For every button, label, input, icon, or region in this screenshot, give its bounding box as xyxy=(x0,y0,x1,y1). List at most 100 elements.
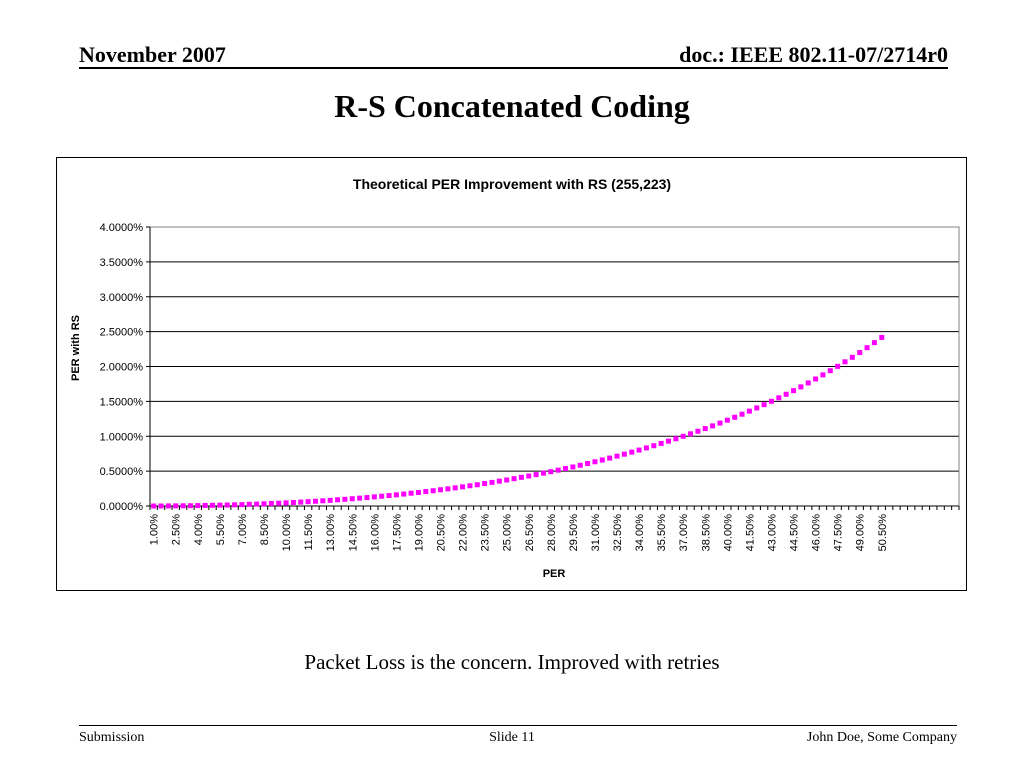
data-point xyxy=(445,486,451,492)
x-tick-label: 31.00% xyxy=(590,514,602,552)
data-point xyxy=(842,359,848,365)
data-point xyxy=(415,489,421,495)
data-point xyxy=(312,498,318,504)
x-tick-label: 25.00% xyxy=(502,514,514,552)
y-tick-label: 4.0000% xyxy=(100,222,144,234)
data-point xyxy=(327,497,333,503)
x-tick-label: 49.00% xyxy=(855,514,867,552)
header-divider xyxy=(79,67,948,69)
slide-caption: Packet Loss is the concern. Improved wit… xyxy=(304,650,720,674)
header-doc-id: doc.: IEEE 802.11-07/2714r0 xyxy=(679,42,948,67)
data-point xyxy=(423,489,429,495)
y-tick-label: 3.0000% xyxy=(100,292,144,304)
data-point xyxy=(724,417,730,423)
gridlines xyxy=(150,226,959,472)
data-point xyxy=(776,395,782,401)
data-point xyxy=(504,477,510,483)
y-tick-label: 2.0000% xyxy=(100,362,144,374)
x-tick-label: 2.50% xyxy=(171,514,183,545)
data-point xyxy=(651,443,657,449)
x-tick-label: 20.50% xyxy=(436,514,448,552)
data-point xyxy=(268,500,274,506)
x-tick-label: 26.50% xyxy=(524,514,536,552)
data-point xyxy=(364,495,370,501)
chart-title: Theoretical PER Improvement with RS (255… xyxy=(353,176,671,192)
data-point xyxy=(871,340,877,346)
x-tick-label: 43.00% xyxy=(766,514,778,552)
y-tick-label: 2.5000% xyxy=(100,327,144,339)
data-point xyxy=(680,433,686,439)
data-point xyxy=(386,493,392,499)
x-tick-label: 4.00% xyxy=(193,514,205,545)
data-point xyxy=(563,466,569,472)
y-axis-label: PER with RS xyxy=(70,315,82,381)
data-point xyxy=(430,488,436,494)
data-point xyxy=(246,501,252,507)
x-tick-label: 19.00% xyxy=(413,514,425,552)
x-tick-label: 34.00% xyxy=(634,514,646,552)
data-point xyxy=(158,503,164,509)
x-tick-label: 32.50% xyxy=(612,514,624,552)
data-point xyxy=(548,469,554,475)
data-point xyxy=(217,502,223,508)
data-point xyxy=(702,426,708,432)
data-point xyxy=(577,462,583,468)
data-point xyxy=(798,384,804,390)
data-point xyxy=(393,492,399,498)
x-tick-label: 16.00% xyxy=(369,514,381,552)
x-tick-label: 47.50% xyxy=(833,514,845,552)
data-point xyxy=(224,502,230,508)
data-point xyxy=(401,491,407,497)
y-tick-label: 3.5000% xyxy=(100,257,144,269)
x-tick-label: 40.00% xyxy=(722,514,734,552)
data-point xyxy=(607,455,613,461)
data-point xyxy=(290,500,296,506)
data-point xyxy=(254,501,260,507)
data-point xyxy=(805,380,811,386)
data-point xyxy=(151,503,157,509)
data-point xyxy=(540,470,546,476)
x-tick-label: 41.50% xyxy=(744,514,756,552)
data-point xyxy=(438,487,444,493)
data-point xyxy=(371,494,377,500)
data-point xyxy=(746,408,752,414)
data-point xyxy=(791,388,797,394)
data-point xyxy=(187,503,193,509)
data-point xyxy=(695,428,701,434)
x-tick-label: 38.50% xyxy=(700,514,712,552)
x-tick-label: 13.00% xyxy=(325,514,337,552)
data-point xyxy=(276,500,282,506)
data-point xyxy=(261,501,267,507)
data-point xyxy=(460,484,466,490)
x-tick-label: 11.50% xyxy=(303,514,315,551)
chart-frame: Theoretical PER Improvement with RS (255… xyxy=(56,157,967,591)
data-point xyxy=(783,391,789,397)
data-point xyxy=(357,495,363,501)
data-point xyxy=(768,398,774,404)
x-tick-label: 23.50% xyxy=(480,514,492,552)
data-point xyxy=(180,503,186,509)
data-point xyxy=(489,479,495,485)
x-tick-label: 44.50% xyxy=(789,514,801,552)
data-point xyxy=(835,363,841,369)
x-tick-label: 28.00% xyxy=(546,514,558,552)
x-tick-label: 5.50% xyxy=(215,514,227,545)
x-tick-label: 37.00% xyxy=(678,514,690,552)
data-point xyxy=(474,482,480,488)
data-point xyxy=(599,457,605,463)
footer-author: John Doe, Some Company xyxy=(806,730,957,745)
x-tick-label: 1.00% xyxy=(149,514,161,545)
data-point xyxy=(592,459,598,465)
x-tick-label: 8.50% xyxy=(259,514,271,545)
data-point xyxy=(195,503,201,509)
data-point xyxy=(335,497,341,503)
data-point xyxy=(570,464,576,470)
y-tick-label: 0.0000% xyxy=(100,501,144,513)
data-point xyxy=(864,345,870,351)
data-point xyxy=(813,376,819,382)
data-point xyxy=(761,402,767,408)
x-tick-label: 22.00% xyxy=(458,514,470,552)
data-point xyxy=(732,414,738,420)
data-point xyxy=(482,481,488,487)
x-tick-label: 50.50% xyxy=(877,514,889,552)
